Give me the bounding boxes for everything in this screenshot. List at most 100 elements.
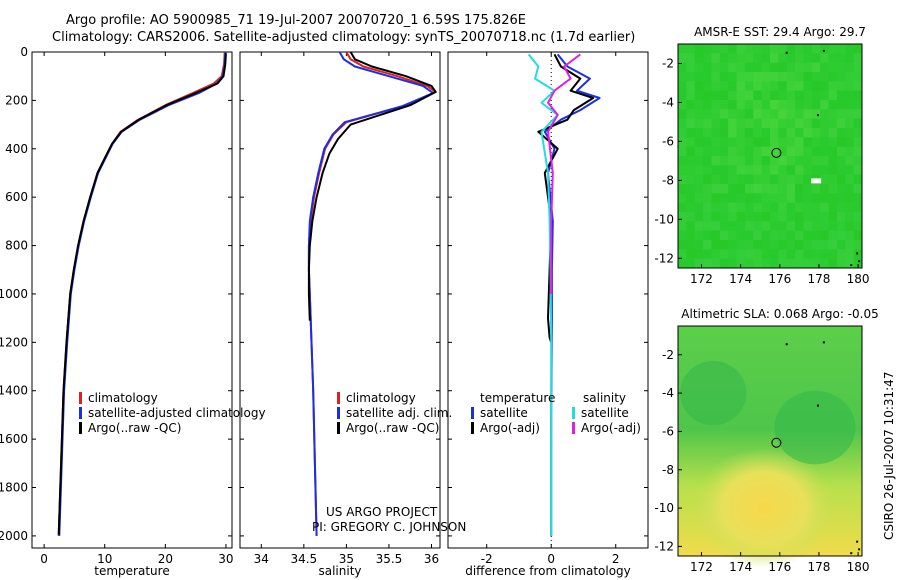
series-line-salinity-satellite [527,53,559,536]
sst-cell [820,156,830,166]
sst-cell [778,258,788,269]
sst-cell [753,202,763,213]
sst-cell [836,100,846,110]
sst-cell [803,258,813,269]
y-tick-label: 800 [5,239,28,253]
sst-cell [711,156,721,166]
sst-cell [744,240,754,250]
sst-cell [711,44,721,54]
sst-cell [820,193,830,204]
sst-cell [703,118,712,129]
sst-cell [811,230,821,241]
sst-cell [820,240,830,250]
sst-cell [686,258,696,269]
sst-cell [761,221,771,232]
sst-cell [686,128,696,138]
sst-cell [744,100,754,110]
sst-cell [728,137,738,148]
sst-cell [703,53,712,64]
sst-cell [770,90,779,101]
x-tick-label: 178 [807,560,830,574]
sst-cell [778,165,788,176]
sst-cell [703,212,712,222]
sst-cell [836,62,846,73]
sst-cell [803,184,813,194]
sst-cell [686,184,696,194]
sst-cell [761,128,771,138]
sst-cell [736,230,746,241]
sst-cell [811,90,821,101]
sst-cell [778,90,788,101]
island-dot [785,343,788,346]
sst-cell [845,137,855,148]
sst-cell [786,100,796,110]
island-dot [816,114,819,117]
y-tick-label: -2 [662,56,674,70]
sst-cell [761,72,771,82]
sst-cell [828,100,838,110]
sst-cell [678,230,687,241]
sst-cell [828,193,838,204]
sst-cell [744,128,754,138]
sst-cell [820,202,830,213]
y-tick-label: -6 [662,424,674,438]
sst-cell [694,44,704,54]
sst-cell [778,184,788,194]
sst-cell [736,118,746,129]
sst-cell [778,53,788,64]
sst-cell [711,174,721,185]
legend-climatology-swatch [337,392,340,404]
sst-cell [778,212,788,222]
sst-cell [686,193,696,204]
sst-cell [694,81,704,92]
sst-cell [761,81,771,92]
sst-cell [770,221,779,232]
sst-cell [836,44,846,54]
sst-cell [694,230,704,241]
sst-cell [719,249,729,260]
side-timestamp-label: CSIRO 26-Jul-2007 10:31:47 [882,372,896,540]
sst-cell [728,156,738,166]
sst-cell [836,258,846,269]
sst-cell [836,249,846,260]
sst-cell [678,174,687,185]
figure-title-line-1: Argo profile: AO 5900985_71 19-Jul-2007 … [66,13,526,28]
sst-cell [803,193,813,204]
sst-cell [803,118,813,129]
sst-cell [678,184,687,194]
sst-cell [744,118,754,129]
sst-cell [786,53,796,64]
sst-cell [694,240,704,250]
sst-cell [770,258,779,269]
sst-cell [753,146,763,157]
sst-cell [803,109,813,120]
sst-cell [836,53,846,64]
series-line-salinity-argo-adj- [547,53,581,294]
sst-cell [728,118,738,129]
sst-cell [853,258,863,269]
sst-cell [845,109,855,120]
sst-cell [736,109,746,120]
sst-cell [803,90,813,101]
island-dot [858,260,861,263]
sst-cell [778,230,788,241]
sst-cell [803,165,813,176]
sst-cell [761,44,771,54]
sst-cell [786,72,796,82]
sst-cell [811,221,821,232]
sst-cell [761,230,771,241]
sst-cell [836,72,846,82]
sst-cell [853,81,863,92]
island-dot [850,552,853,555]
sst-cell [845,156,855,166]
credit-line-2: PI: GREGORY C. JOHNSON [312,520,466,534]
sst-cell [770,165,779,176]
sst-cell [795,193,804,204]
sst-cell [786,128,796,138]
sst-cell [678,221,687,232]
sst-cell [753,137,763,148]
sst-cell [820,53,830,64]
sst-cell [703,165,712,176]
sst-cell [703,128,712,138]
sst-cell [778,156,788,166]
